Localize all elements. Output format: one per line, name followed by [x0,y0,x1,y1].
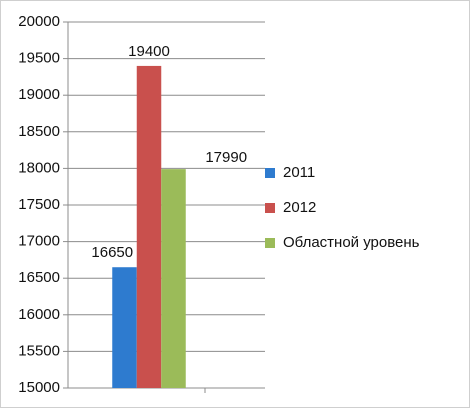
legend-label: Областной уровень [283,234,420,251]
y-tick-label: 20000 [18,13,60,30]
y-tick-label: 19500 [18,50,60,67]
bar [136,65,162,389]
legend-swatch [265,203,275,213]
bar [112,267,137,388]
y-tick-label: 19000 [18,86,60,103]
legend-swatch [265,238,275,248]
bar [161,169,186,388]
y-tick-label: 15500 [18,342,60,359]
y-tick-label: 16500 [18,269,60,286]
y-tick-label: 17500 [18,196,60,213]
y-tick-label: 15000 [18,379,60,396]
data-label: 17990 [205,149,247,166]
y-tick-label: 17000 [18,233,60,250]
data-label: 19400 [128,43,170,60]
legend-swatch [265,168,275,178]
y-tick-label: 18000 [18,159,60,176]
legend-label: 2011 [283,164,315,181]
y-tick-label: 18500 [18,123,60,140]
y-tick-label: 16000 [18,306,60,323]
legend-label: 2012 [283,199,316,216]
data-label: 16650 [91,244,133,261]
